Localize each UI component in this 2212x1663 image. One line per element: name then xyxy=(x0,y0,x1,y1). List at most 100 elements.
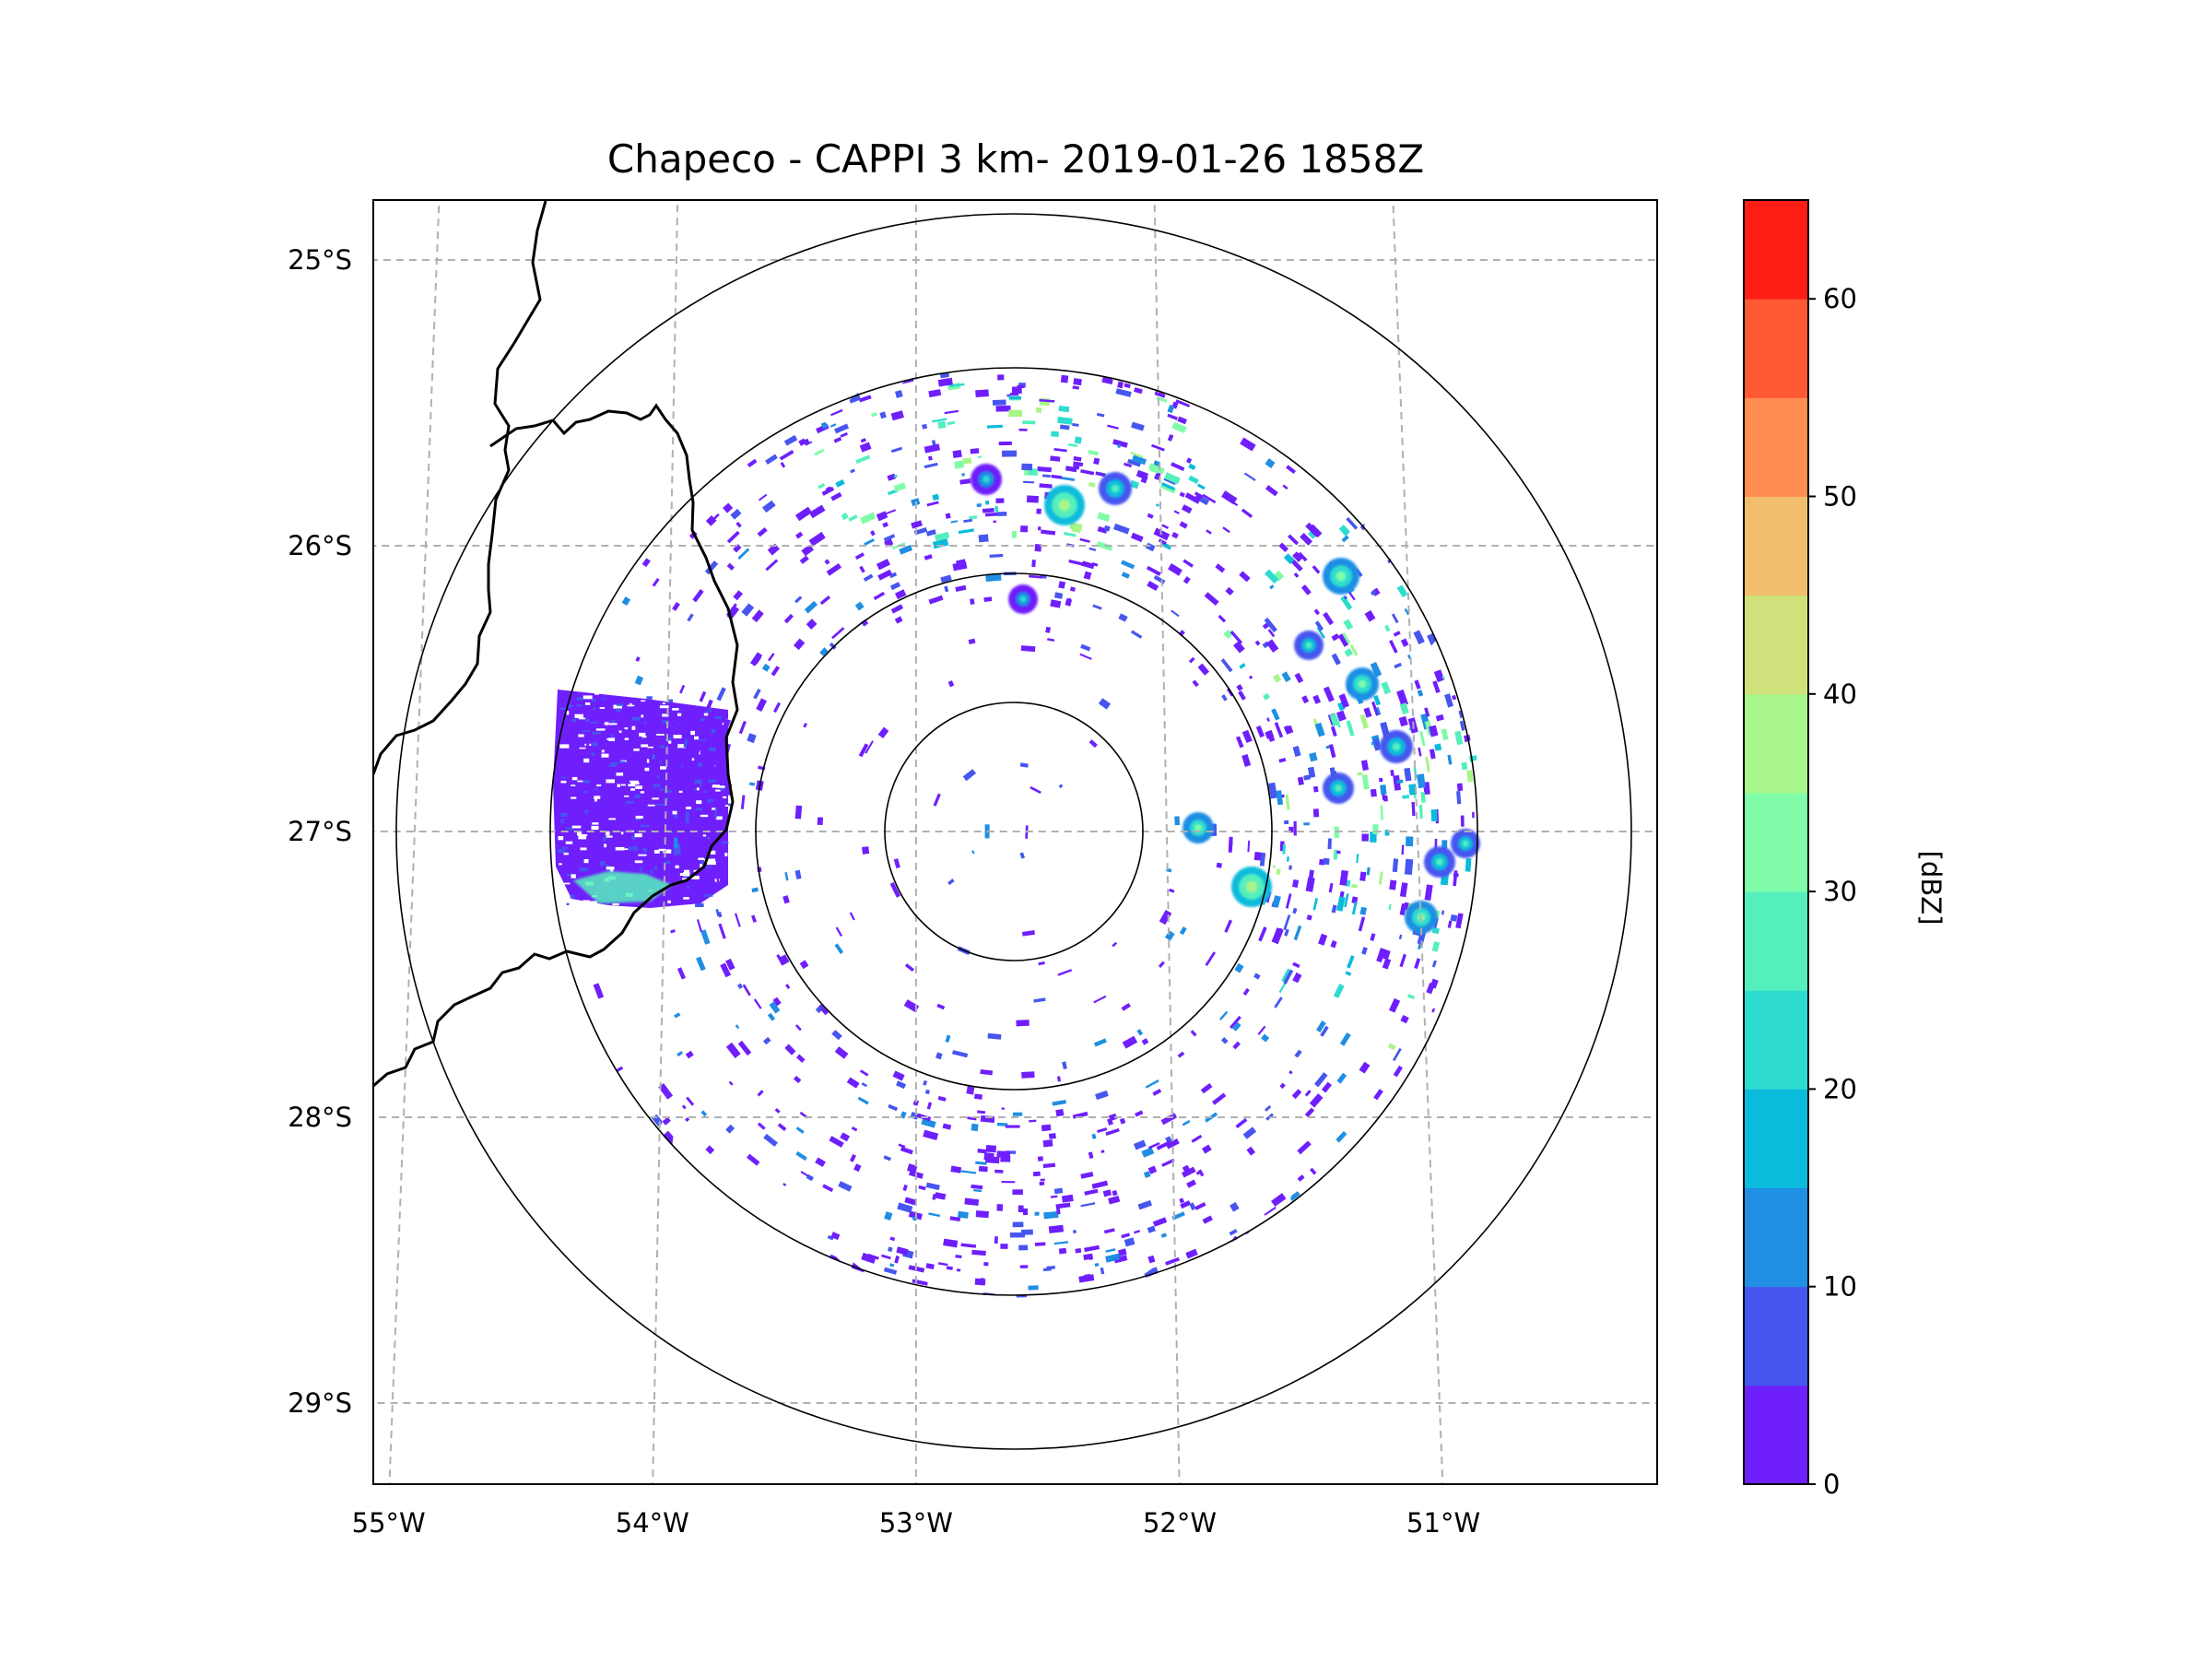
echo-speck xyxy=(1312,808,1320,818)
echo-speck xyxy=(1454,730,1464,746)
echo-speck xyxy=(1335,715,1341,728)
echo-speck xyxy=(631,835,636,840)
echo-speck xyxy=(851,1262,866,1273)
echo-speck xyxy=(885,509,897,515)
echo-speck xyxy=(888,1103,899,1112)
echo-speck xyxy=(1080,1171,1094,1179)
echo-speck xyxy=(683,872,690,877)
echo-speck xyxy=(808,531,826,547)
echo-speck xyxy=(659,705,669,709)
echo-speck xyxy=(695,902,704,907)
echo-speck xyxy=(724,805,729,807)
echo-speck xyxy=(1288,1191,1300,1201)
echo-speck xyxy=(795,1126,805,1134)
echo-speck xyxy=(706,837,711,840)
echo-speck xyxy=(1121,1233,1131,1239)
echo-cell-core xyxy=(1335,571,1347,582)
echo-speck xyxy=(753,689,761,700)
echo-speck xyxy=(662,720,667,725)
echo-speck xyxy=(1171,462,1185,472)
echo-speck xyxy=(1036,508,1041,514)
echo-speck xyxy=(599,707,606,709)
echo-speck xyxy=(1034,1211,1040,1216)
echo-speck xyxy=(1329,713,1340,727)
echo-speck xyxy=(704,560,719,575)
echo-speck xyxy=(1053,1241,1069,1245)
lon-gridline xyxy=(1153,200,1181,1484)
echo-speck xyxy=(579,747,587,749)
echo-speck xyxy=(925,1263,935,1269)
echo-speck xyxy=(1131,421,1145,431)
echo-speck xyxy=(641,700,646,702)
echo-speck xyxy=(716,785,725,788)
echo-speck xyxy=(1283,969,1294,985)
echo-speck xyxy=(1343,619,1354,631)
echo-speck xyxy=(696,800,702,805)
echo-speck xyxy=(1389,879,1397,890)
echo-speck xyxy=(1396,689,1408,707)
echo-speck xyxy=(618,730,622,733)
echo-speck xyxy=(592,742,598,747)
echo-speck xyxy=(1274,722,1284,738)
echo-speck xyxy=(849,1153,856,1162)
echo-speck xyxy=(800,1171,808,1177)
echo-speck xyxy=(1283,914,1291,931)
echo-speck xyxy=(1047,638,1055,643)
echo-speck xyxy=(1430,978,1439,989)
echo-speck xyxy=(1247,840,1251,853)
colorbar-bin xyxy=(1744,1385,1808,1485)
echo-speck xyxy=(677,967,686,980)
echo-speck xyxy=(863,538,875,547)
echo-speck xyxy=(1190,1030,1197,1037)
echo-speck xyxy=(1285,794,1290,810)
echo-cell-core xyxy=(1392,742,1401,751)
echo-speck xyxy=(994,505,999,513)
echo-speck xyxy=(1165,1138,1180,1150)
echo-speck xyxy=(591,825,599,831)
echo-speck xyxy=(1456,783,1464,792)
border-line-northwest xyxy=(373,200,547,775)
echo-speck xyxy=(1340,596,1353,610)
echo-speck xyxy=(1305,877,1315,892)
echo-speck xyxy=(723,718,731,728)
echo-speck xyxy=(571,784,576,786)
echo-speck xyxy=(1373,695,1382,706)
echo-speck xyxy=(1284,928,1289,937)
echo-speck xyxy=(1041,474,1051,478)
echo-speck xyxy=(1361,774,1370,790)
echo-speck xyxy=(1035,407,1042,413)
echo-speck xyxy=(1255,725,1265,738)
echo-speck xyxy=(741,603,755,617)
echo-speck xyxy=(1315,1020,1326,1033)
echo-speck xyxy=(1073,461,1084,467)
echo-speck xyxy=(1149,464,1160,474)
echo-speck xyxy=(725,958,735,971)
echo-speck xyxy=(1224,919,1233,933)
echo-speck xyxy=(1391,613,1399,624)
echo-speck xyxy=(579,867,589,872)
echo-speck xyxy=(838,1181,853,1192)
echo-speck xyxy=(1115,388,1132,397)
echo-speck xyxy=(877,569,893,581)
echo-speck xyxy=(1097,512,1111,522)
echo-speck xyxy=(767,1012,776,1021)
echo-speck xyxy=(950,1165,962,1174)
echo-speck xyxy=(663,849,672,854)
echo-speck xyxy=(1273,570,1285,582)
echo-speck xyxy=(1263,692,1270,701)
echo-speck xyxy=(567,704,573,708)
echo-speck xyxy=(1080,468,1095,476)
echo-speck xyxy=(1314,620,1324,631)
echo-speck xyxy=(924,1089,931,1095)
echo-speck xyxy=(834,423,850,434)
echo-speck xyxy=(1118,613,1128,622)
echo-speck xyxy=(851,1126,858,1132)
echo-speck xyxy=(693,788,697,791)
echo-speck xyxy=(1019,762,1029,768)
echo-speck xyxy=(593,707,596,711)
echo-speck xyxy=(883,1267,898,1275)
echo-speck xyxy=(918,1185,926,1191)
echo-speck xyxy=(1096,412,1105,418)
echo-speck xyxy=(1039,483,1053,489)
echo-speck xyxy=(761,663,771,672)
